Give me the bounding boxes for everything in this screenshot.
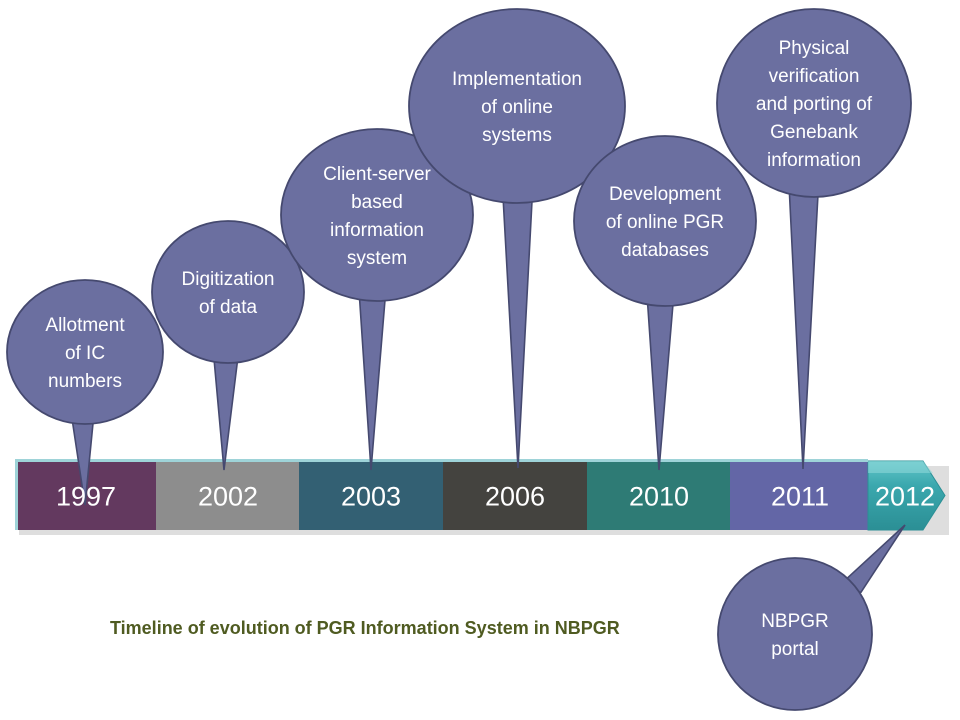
timeline-segment-2011[interactable]	[730, 461, 868, 530]
callout-1997-shape[interactable]	[6, 279, 164, 425]
year-label-2011: 2011	[771, 482, 829, 512]
callout-2006-line: systems	[482, 125, 552, 146]
year-label-2003: 2003	[341, 482, 401, 512]
callout-2011[interactable]: Physical verification and porting of Geneba…	[716, 8, 912, 198]
callout-2003-shape[interactable]	[280, 128, 474, 302]
callout-2012-line: NBPGR	[761, 611, 829, 632]
callout-2002[interactable]: Digitization of data	[151, 220, 305, 364]
year-label-2010: 2010	[629, 482, 689, 512]
callout-2006-line: Implementation	[452, 69, 582, 90]
year-label-2002: 2002	[198, 482, 258, 512]
callout-2006[interactable]: Implementation of online systems	[408, 8, 626, 204]
callout-2012-shape[interactable]	[717, 557, 873, 711]
callout-2003-line: system	[347, 248, 407, 269]
diagram-caption: Timeline of evolution of PGR Information…	[110, 618, 620, 638]
timeline-bar	[15, 460, 946, 531]
timeline-segment-2003[interactable]	[299, 461, 443, 530]
timeline-segment-2002[interactable]	[156, 461, 299, 530]
callout-bubbles: Allotment of IC numbers Digitization of data…	[6, 8, 912, 711]
year-label-2006: 2006	[485, 482, 545, 512]
timeline-bar-highlight	[15, 459, 868, 530]
callout-2010-line: databases	[621, 240, 709, 261]
callout-2003[interactable]: Client-server based information system	[280, 128, 474, 302]
callout-2011-line: verification	[769, 66, 860, 87]
year-label-1997: 1997	[56, 482, 116, 512]
callout-2011-shape[interactable]	[716, 8, 912, 198]
callout-1997[interactable]: Allotment of IC numbers	[6, 279, 164, 425]
callout-2006-line: of online	[481, 97, 553, 118]
callout-2010[interactable]: Development of online PGR databases	[573, 135, 757, 307]
callout-2011-line: Genebank	[770, 122, 858, 143]
callout-2010-line: of online PGR	[606, 212, 724, 233]
timeline-segment-2006[interactable]	[443, 461, 587, 530]
timeline-year-labels: 1997 2002 2003 2006 2010 2011 2012	[56, 482, 935, 512]
callout-2011-line: and porting of	[756, 94, 873, 115]
callout-2002-line: of data	[199, 297, 258, 318]
callout-2010-line: Development	[609, 184, 722, 205]
callout-1997-line: of IC	[65, 343, 105, 364]
callout-2012[interactable]: NBPGR portal	[717, 557, 873, 711]
timeline-segment-2010[interactable]	[587, 461, 730, 530]
year-label-2012: 2012	[875, 482, 935, 512]
callout-1997-line: numbers	[48, 371, 122, 392]
callout-1997-line: Allotment	[45, 315, 125, 336]
callout-2003-line: based	[351, 192, 403, 213]
callout-2003-line: information	[330, 220, 424, 241]
callout-2011-line: information	[767, 150, 861, 171]
callout-2003-line: Client-server	[323, 164, 431, 185]
callout-2010-shape[interactable]	[573, 135, 757, 307]
callout-2011-line: Physical	[779, 38, 850, 59]
callout-2012-line: portal	[771, 639, 819, 660]
callout-2006-shape[interactable]	[408, 8, 626, 204]
callout-2002-shape[interactable]	[151, 220, 305, 364]
callout-2002-line: Digitization	[182, 269, 275, 290]
